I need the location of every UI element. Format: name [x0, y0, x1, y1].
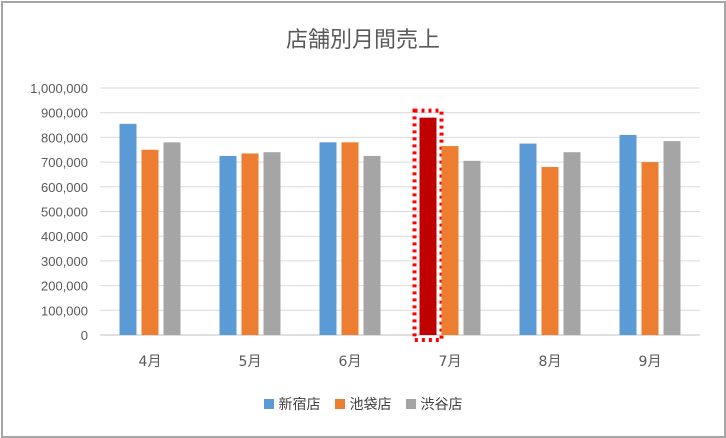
- bar: [541, 167, 559, 335]
- bar: [563, 152, 581, 335]
- bar: [219, 155, 237, 335]
- bar: [141, 149, 159, 335]
- y-tick-label: 0: [81, 328, 88, 343]
- bar: [441, 146, 459, 335]
- x-tick-label: 6月: [339, 354, 362, 370]
- y-tick-label: 900,000: [41, 106, 88, 121]
- y-tick-label: 100,000: [41, 303, 88, 318]
- bar: [363, 155, 381, 335]
- x-tick-label: 7月: [439, 354, 462, 370]
- y-tick-label: 300,000: [41, 254, 88, 269]
- y-tick-label: 400,000: [41, 229, 88, 244]
- legend-swatch: [405, 399, 416, 409]
- x-tick-label: 5月: [239, 354, 262, 370]
- x-tick-label: 8月: [539, 354, 562, 370]
- bar: [319, 142, 337, 335]
- bar: [163, 142, 181, 335]
- legend-swatch: [263, 399, 274, 409]
- y-tick-label: 200,000: [41, 279, 88, 294]
- legend-label: 池袋店: [349, 397, 392, 413]
- x-tick-label: 4月: [139, 354, 162, 370]
- y-tick-label: 800,000: [41, 130, 88, 145]
- legend-swatch: [334, 399, 345, 409]
- legend-item: 渋谷店: [405, 394, 463, 414]
- bar: [119, 123, 137, 335]
- bar: [341, 142, 359, 335]
- y-tick-label: 500,000: [41, 205, 88, 220]
- chart-legend: 新宿店 池袋店 渋谷店: [0, 394, 726, 414]
- bar: [663, 141, 681, 335]
- y-tick-label: 1,000,000: [30, 81, 88, 96]
- bar: [641, 162, 659, 335]
- chart-title: 店舗別月間売上: [285, 28, 440, 53]
- legend-label: 新宿店: [278, 397, 321, 413]
- legend-label: 渋谷店: [420, 397, 463, 413]
- y-tick-label: 600,000: [41, 180, 88, 195]
- bar: [263, 152, 281, 335]
- highlighted-bar: [419, 117, 437, 335]
- bar: [519, 143, 537, 335]
- bar: [463, 160, 481, 335]
- bar: [619, 134, 637, 335]
- legend-item: 池袋店: [334, 394, 392, 414]
- x-tick-label: 9月: [639, 354, 662, 370]
- bar: [241, 153, 259, 335]
- legend-item: 新宿店: [263, 394, 321, 414]
- y-tick-label: 700,000: [41, 155, 88, 170]
